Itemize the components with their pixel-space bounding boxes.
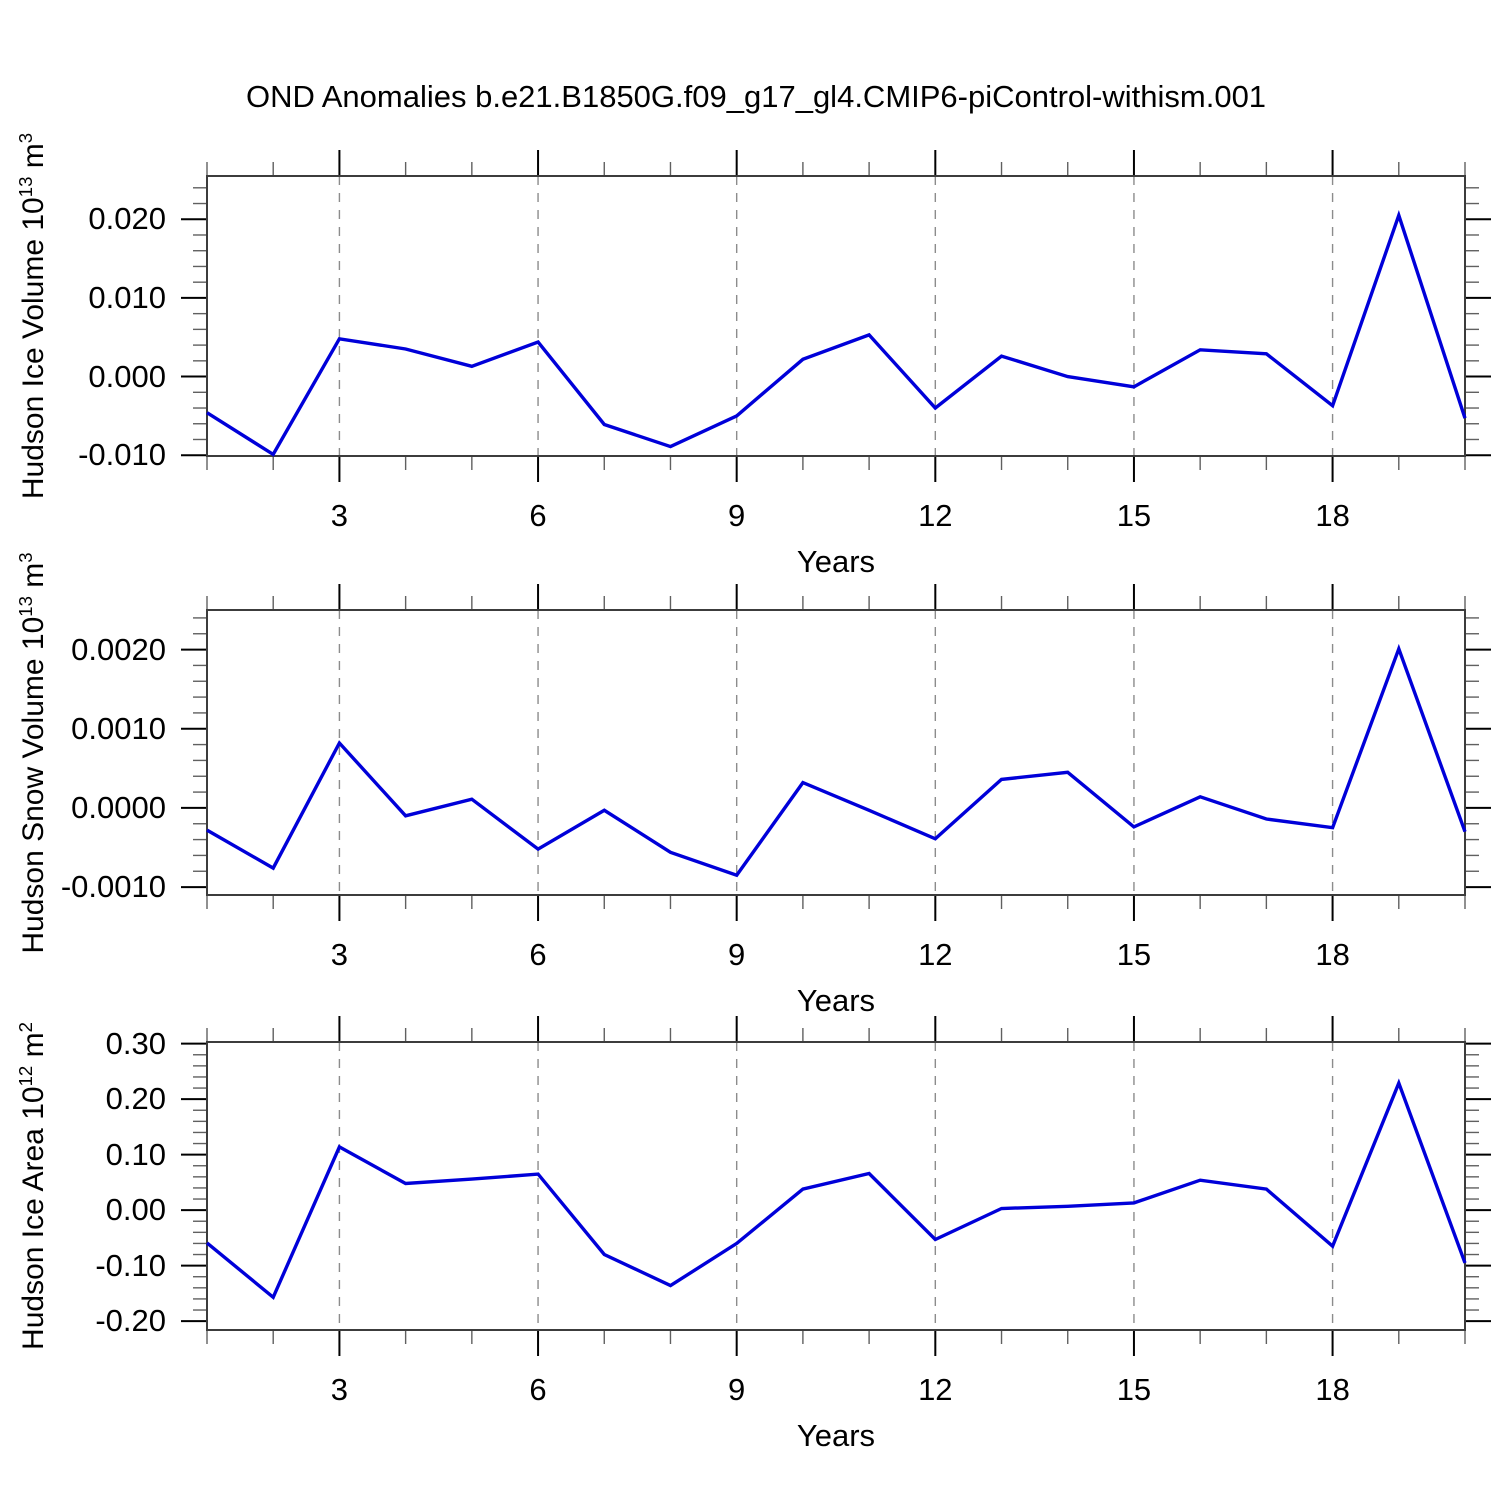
chart3-y-tick-label: 0.30 [105, 1025, 166, 1061]
chart1-y-axis-title-part: 3 [15, 132, 36, 144]
chart3-x-tick-label: 6 [529, 1372, 547, 1407]
chart3-y-axis-title-part: m [17, 1032, 50, 1066]
chart1-y-axis-title: Hudson Ice Volume 1013 m3 [8, 133, 52, 499]
chart2-x-axis-title: Years [796, 983, 876, 1018]
chart2-y-axis-title-part: Hudson Snow Volume 10 [17, 616, 50, 954]
chart3-frame [206, 1041, 1466, 1331]
chart2-x-tick-label: 18 [1315, 937, 1350, 972]
page-title: OND Anomalies b.e21.B1850G.f09_g17_gl4.C… [245, 79, 1267, 114]
chart3-y-tick-label: 0.20 [105, 1081, 166, 1117]
chart1-series-line [206, 209, 1467, 457]
chart3-x-tick-label: 12 [918, 1372, 953, 1407]
chart2-y-tick-label: 0.0010 [71, 710, 166, 746]
chart3-y-axis-title-part: Hudson Ice Area 10 [17, 1086, 50, 1350]
chart1-y-axis-title-part: 13 [15, 176, 36, 198]
chart3-x-tick-label: 9 [728, 1372, 746, 1407]
chart2-y-axis-title-part: m [17, 562, 50, 596]
chart2-x-tick-label: 3 [330, 937, 349, 972]
chart3-y-axis-title: Hudson Ice Area 1012 m2 [8, 1022, 52, 1350]
chart1-y-tick-label: -0.010 [78, 437, 166, 473]
chart3-x-tick-label: 18 [1315, 1372, 1350, 1407]
chart1-x-tick-label: 15 [1116, 498, 1152, 533]
chart2-series-line [206, 643, 1467, 878]
chart1-y-axis-title-part: Hudson Ice Volume 10 [17, 197, 50, 500]
chart2-y-axis-title: Hudson Snow Volume 1013 m3 [8, 552, 52, 953]
chart2-y-tick-label: 0.0000 [71, 789, 166, 825]
chart1-y-tick-label: 0.020 [88, 201, 166, 237]
chart3-series-line [205, 1078, 1467, 1301]
chart3-y-tick-label: -0.10 [95, 1247, 166, 1283]
chart2-y-axis-title-part: 13 [15, 595, 36, 617]
chart1-x-tick-label: 3 [330, 498, 349, 533]
chart3-y-axis-title-part: 2 [15, 1022, 36, 1033]
chart3-x-tick-label: 15 [1116, 1372, 1152, 1407]
chart1-y-tick-label: 0.000 [88, 358, 166, 394]
chart2-frame [206, 609, 1466, 896]
chart2-x-tick-label: 15 [1116, 937, 1152, 972]
chart1-y-tick-label: 0.010 [88, 279, 166, 315]
chart3-y-axis-title-part: 12 [15, 1065, 36, 1087]
chart2-y-tick-label: -0.0010 [60, 869, 166, 905]
chart3-y-tick-label: 0.10 [105, 1136, 166, 1172]
chart1-x-tick-label: 6 [529, 498, 547, 533]
chart3-y-tick-label: -0.20 [95, 1303, 166, 1339]
chart1-y-axis-title-part: m [17, 143, 50, 177]
chart1-x-tick-label: 9 [728, 498, 746, 533]
chart1-x-axis-title: Years [796, 544, 876, 579]
chart3-x-tick-label: 3 [330, 1372, 349, 1407]
chart2-y-axis-title-part: 3 [15, 551, 36, 563]
chart2-x-tick-label: 12 [918, 937, 953, 972]
chart3-x-axis-title: Years [796, 1418, 876, 1453]
chart1-x-tick-label: 12 [918, 498, 953, 533]
chart2-x-tick-label: 6 [529, 937, 547, 972]
chart1-x-tick-label: 18 [1315, 498, 1350, 533]
chart2-y-tick-label: 0.0020 [71, 631, 166, 667]
chart2-x-tick-label: 9 [728, 937, 746, 972]
chart3-y-tick-label: 0.00 [105, 1192, 166, 1228]
chart1-frame [206, 175, 1466, 457]
